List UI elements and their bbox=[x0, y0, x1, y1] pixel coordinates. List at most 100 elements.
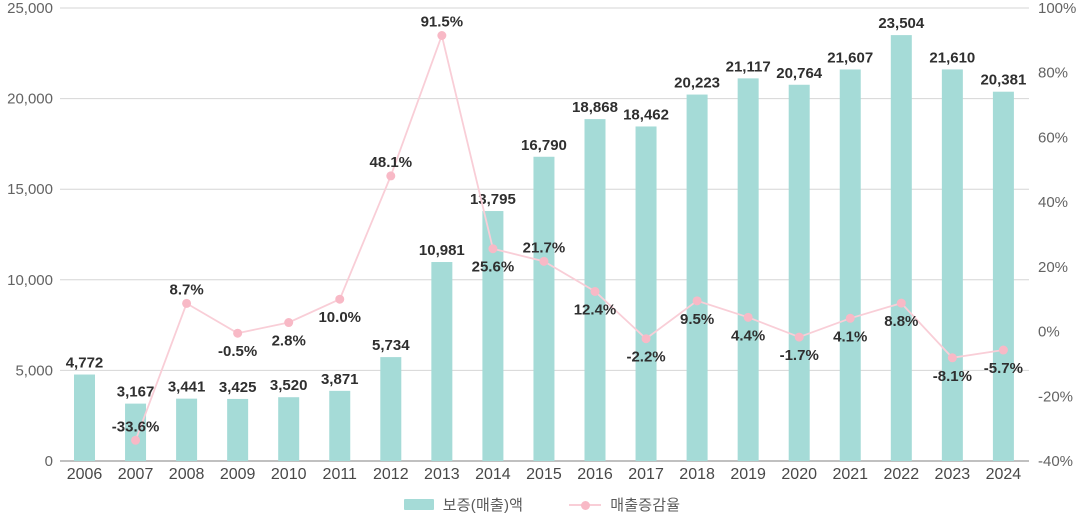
line-label-2008: 8.7% bbox=[169, 281, 203, 298]
bar-2022 bbox=[890, 35, 912, 462]
line-label-2014: 25.6% bbox=[472, 259, 515, 276]
bar-2023 bbox=[941, 69, 963, 461]
bar-2021 bbox=[839, 69, 861, 461]
bar-label-2008: 3,441 bbox=[168, 379, 206, 396]
line-label-2019: 4.4% bbox=[731, 327, 765, 344]
bar-series-swatch bbox=[403, 499, 434, 510]
x-tick-2006: 2006 bbox=[67, 466, 103, 483]
line-point-2024 bbox=[998, 345, 1008, 355]
line-label-2013: 91.5% bbox=[421, 14, 464, 31]
line-point-2010 bbox=[284, 318, 294, 328]
y-axis-right-tick: 20% bbox=[1038, 259, 1068, 276]
y-axis-right-tick: 60% bbox=[1038, 129, 1068, 146]
line-point-2022 bbox=[896, 298, 906, 308]
line-point-2015 bbox=[539, 256, 549, 266]
bar-label-2010: 3,520 bbox=[270, 377, 308, 394]
bar-2010 bbox=[278, 397, 300, 461]
line-series-marker-icon bbox=[569, 499, 602, 510]
bar-label-2007: 3,167 bbox=[117, 384, 155, 401]
bar-2013 bbox=[431, 262, 453, 461]
y-axis-left-tick: 0 bbox=[45, 453, 53, 470]
line-point-2017 bbox=[641, 334, 651, 344]
bar-label-2012: 5,734 bbox=[372, 337, 410, 354]
y-axis-left-tick: 15,000 bbox=[7, 181, 53, 198]
bar-2014 bbox=[482, 211, 504, 461]
bar-label-2016: 18,868 bbox=[572, 99, 618, 116]
bar-label-2020: 20,764 bbox=[776, 65, 823, 82]
bar-series-label: 보증(매출)액 bbox=[442, 497, 524, 514]
bar-label-2011: 3,871 bbox=[321, 371, 359, 388]
growth-rate-line bbox=[134, 32, 1004, 441]
bar-label-2013: 10,981 bbox=[419, 242, 465, 259]
x-tick-2022: 2022 bbox=[884, 466, 920, 483]
bar-label-2018: 20,223 bbox=[674, 75, 720, 92]
bar-2009 bbox=[227, 398, 249, 461]
x-tick-2007: 2007 bbox=[118, 466, 154, 483]
legend-item-bar-series[interactable]: 보증(매출)액 bbox=[403, 494, 524, 515]
y-axis-left-tick: 10,000 bbox=[7, 272, 53, 289]
line-point-2014 bbox=[488, 244, 498, 254]
x-tick-2013: 2013 bbox=[424, 466, 460, 483]
x-tick-2018: 2018 bbox=[679, 466, 715, 483]
x-tick-2009: 2009 bbox=[220, 466, 256, 483]
x-tick-2010: 2010 bbox=[271, 466, 307, 483]
line-point-2009 bbox=[233, 328, 243, 338]
bar-2006 bbox=[74, 374, 95, 461]
y-axis-left-tick: 5,000 bbox=[15, 362, 53, 379]
bar-2017 bbox=[635, 126, 657, 461]
y-axis-right-tick: 80% bbox=[1038, 65, 1068, 82]
line-point-2023 bbox=[947, 353, 957, 363]
line-label-2017: -2.2% bbox=[626, 349, 665, 366]
line-label-2016: 12.4% bbox=[574, 301, 617, 318]
line-label-2012: 48.1% bbox=[370, 154, 413, 171]
bar-label-2023: 21,610 bbox=[929, 49, 975, 66]
line-label-2023: -8.1% bbox=[933, 368, 972, 385]
x-tick-2017: 2017 bbox=[628, 466, 664, 483]
y-axis-right-tick: -40% bbox=[1038, 453, 1073, 470]
line-point-2011 bbox=[335, 294, 345, 304]
bar-label-2019: 21,117 bbox=[726, 58, 771, 75]
line-point-2008 bbox=[182, 298, 192, 308]
bar-label-2009: 3,425 bbox=[219, 379, 257, 396]
bar-2012 bbox=[380, 357, 402, 461]
x-tick-2024: 2024 bbox=[986, 466, 1022, 483]
x-tick-2012: 2012 bbox=[373, 466, 409, 483]
bar-label-2015: 16,790 bbox=[521, 137, 567, 154]
x-tick-2011: 2011 bbox=[323, 466, 358, 483]
line-point-2021 bbox=[845, 313, 855, 323]
x-tick-2023: 2023 bbox=[935, 466, 971, 483]
y-axis-right-tick: 0% bbox=[1038, 324, 1060, 341]
y-axis-left-tick: 25,000 bbox=[7, 0, 53, 17]
bar-2019 bbox=[737, 78, 759, 462]
bar-2018 bbox=[686, 94, 708, 462]
line-label-2009: -0.5% bbox=[218, 343, 257, 360]
x-tick-2015: 2015 bbox=[526, 466, 562, 483]
line-point-2013 bbox=[437, 31, 447, 41]
combo-chart: 0 5,000 10,000 15,000 20,000 25,000 -40% -20% 0%… bbox=[7, 0, 1076, 483]
bar-2008 bbox=[176, 398, 198, 461]
bar-label-2014: 13,795 bbox=[470, 191, 516, 208]
bar-2015 bbox=[533, 156, 555, 461]
x-tick-2014: 2014 bbox=[475, 466, 511, 483]
line-series-label: 매출증감율 bbox=[610, 497, 681, 514]
x-tick-2019: 2019 bbox=[730, 466, 766, 483]
legend-item-line-series[interactable]: 매출증감율 bbox=[569, 494, 680, 515]
line-label-2010: 2.8% bbox=[272, 333, 306, 350]
bar-label-2024: 20,381 bbox=[980, 72, 1026, 89]
bar-2020 bbox=[788, 84, 810, 461]
bar-label-2006: 4,772 bbox=[66, 355, 104, 372]
y-axis-right-tick: 40% bbox=[1038, 194, 1068, 211]
line-point-2016 bbox=[590, 286, 600, 296]
bar-label-2017: 18,462 bbox=[623, 106, 669, 123]
line-label-2011: 10.0% bbox=[318, 309, 361, 326]
chart-legend: 보증(매출)액 매출증감율 bbox=[0, 494, 1084, 515]
line-point-2020 bbox=[794, 332, 804, 342]
line-label-2020: -1.7% bbox=[780, 347, 819, 364]
line-point-2019 bbox=[743, 312, 753, 322]
x-tick-2008: 2008 bbox=[169, 466, 205, 483]
line-label-2018: 9.5% bbox=[680, 311, 714, 328]
y-axis-right-tick: -20% bbox=[1038, 388, 1073, 405]
x-tick-2016: 2016 bbox=[577, 466, 613, 483]
line-point-2012 bbox=[386, 171, 396, 181]
bar-label-2022: 23,504 bbox=[878, 15, 925, 32]
